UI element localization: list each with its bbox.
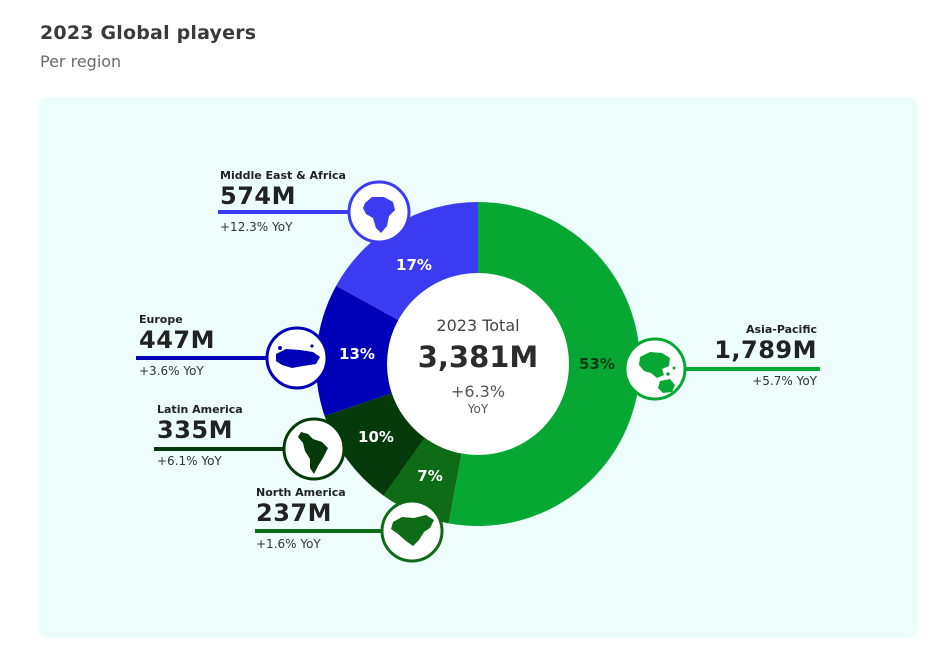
region-value: 335M <box>157 416 233 444</box>
africa-map-icon <box>347 180 411 244</box>
region-value: 574M <box>220 182 296 210</box>
callout-europe: Europe 447M +3.6% YoY <box>139 313 215 378</box>
asia-pacific-map-icon <box>623 337 687 401</box>
slice-label-asia-pacific: 53% <box>579 355 615 373</box>
total-value: 3,381M <box>417 340 539 374</box>
region-name: Europe <box>139 313 183 326</box>
region-yoy: +12.3% YoY <box>220 220 293 234</box>
region-name: North America <box>256 486 346 499</box>
callout-asia-pacific: Asia-Pacific 1,789M +5.7% YoY <box>714 323 817 388</box>
callout-north-america: North America 237M +1.6% YoY <box>256 486 346 551</box>
slice-label-middle-east-africa: 17% <box>396 256 432 274</box>
slice-latin-america <box>324 392 426 496</box>
slice-asia-pacific <box>448 202 640 526</box>
europe-map-icon <box>265 326 329 390</box>
slice-europe <box>316 285 400 416</box>
region-yoy: +3.6% YoY <box>139 364 204 378</box>
region-yoy: +5.7% YoY <box>752 374 817 388</box>
region-value: 447M <box>139 326 215 354</box>
slice-middle-east-africa <box>336 202 478 321</box>
total-yoy-label: YoY <box>467 402 489 416</box>
slice-label-latin-america: 10% <box>358 428 394 446</box>
region-value: 237M <box>256 499 332 527</box>
chart-title: 2023 Global players <box>40 22 257 44</box>
latin-america-map-icon <box>282 417 346 481</box>
slice-label-europe: 13% <box>339 345 375 363</box>
region-value: 1,789M <box>714 336 817 364</box>
callout-middle-east-africa: Middle East & Africa 574M +12.3% YoY <box>220 169 346 234</box>
chart-subtitle: Per region <box>40 52 122 71</box>
region-name: Middle East & Africa <box>220 169 346 182</box>
slice-label-north-america: 7% <box>417 467 443 485</box>
region-yoy: +1.6% YoY <box>256 537 321 551</box>
region-yoy: +6.1% YoY <box>157 454 222 468</box>
region-name: Latin America <box>157 403 243 416</box>
region-name: Asia-Pacific <box>746 323 817 336</box>
donut-center-hole <box>387 273 569 455</box>
total-title: 2023 Total <box>436 316 520 335</box>
callout-latin-america: Latin America 335M +6.1% YoY <box>157 403 243 468</box>
total-yoy: +6.3% <box>450 382 506 401</box>
north-america-map-icon <box>380 499 444 563</box>
